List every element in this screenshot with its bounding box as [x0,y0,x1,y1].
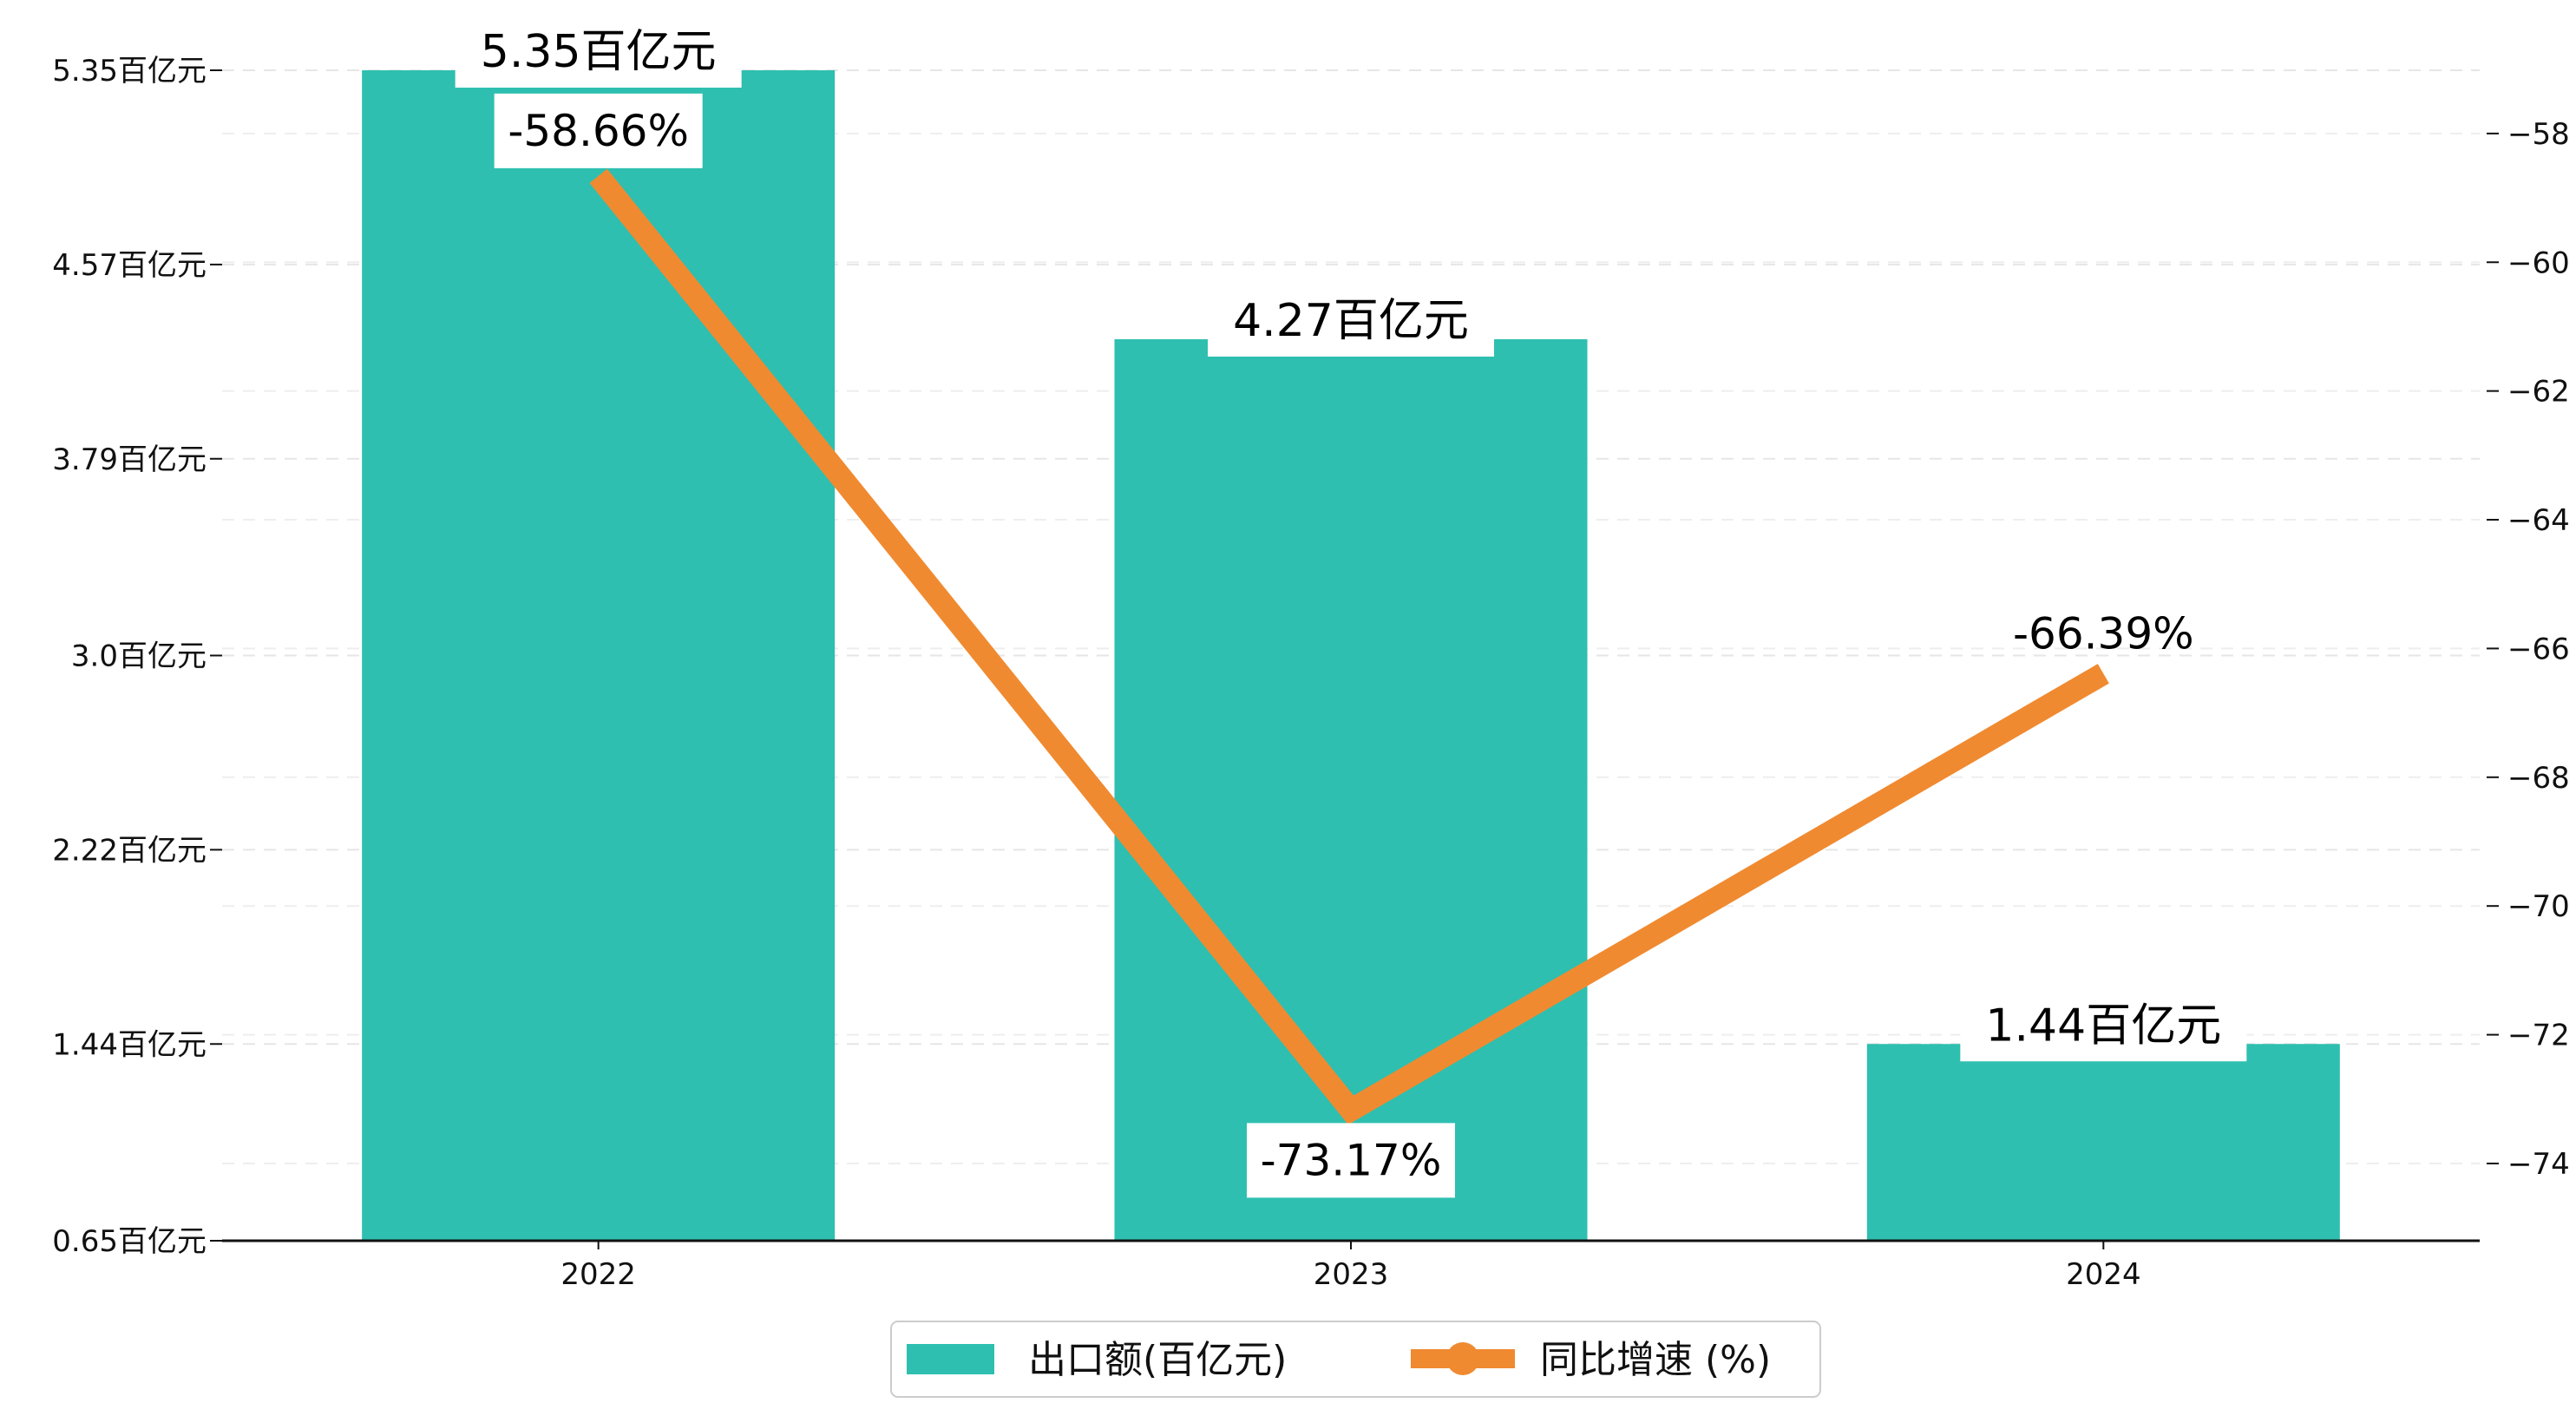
bar-2022 [362,70,836,1241]
legend-label-growth: 同比增速 (%) [1540,1338,1771,1382]
growth-value-label-2023: -73.17% [1261,1135,1442,1185]
growth-value-label-2022: -58.66% [508,106,689,156]
bars [362,70,2340,1242]
y-right-tick-label-6: −62 [2507,375,2570,410]
y-right-tick-label-3: −68 [2507,761,2570,796]
bar-label-box-2024 [1960,995,2247,1062]
legend-box [890,1321,1821,1398]
x-tick-label-2022: 2022 [560,1257,636,1292]
data-labels: 5.35百亿元 4.27百亿元 1.44百亿元 -58.66% -73.17% -66.3… [455,22,2247,1198]
bar-value-label-2022: 5.35百亿元 [481,26,717,78]
x-tick-label-2024: 2024 [2066,1257,2141,1292]
legend-swatch-growth-marker [1446,1342,1479,1375]
bar-2024 [1866,1044,2340,1241]
legend-label-export: 出口额(百亿元) [1028,1338,1287,1382]
y-right-tick-label-4: −66 [2507,632,2570,666]
y-right-tick-label-7: −60 [2507,246,2570,280]
y-left-tick-label-6: 5.35百亿元 [52,54,206,88]
y-left-tick-label-5: 4.57百亿元 [52,248,206,283]
legend-swatch-export [907,1344,994,1374]
y-right-tick-label-0: −74 [2507,1147,2570,1182]
axes: 2022 2023 2024 0.65百亿元 1.44百亿元 2.22百亿元 3.0百亿元 3… [52,54,2569,1292]
y-right-tick-label-1: −72 [2507,1019,2570,1053]
line-label-box-2022 [494,93,703,168]
y-left-tick-label-0: 0.65百亿元 [52,1224,206,1259]
y-left-tick-label-3: 3.0百亿元 [71,639,206,674]
y-right-tick-label-8: −58 [2507,117,2570,152]
y-right-tick-label-5: −64 [2507,503,2570,538]
y-left-tick-label-2: 2.22百亿元 [52,833,206,868]
growth-line [589,168,2109,1125]
bar-label-box-2022 [455,22,742,88]
bar-2023 [1114,338,1588,1242]
legend: 出口额(百亿元) 同比增速 (%) [890,1321,1821,1398]
y-left-tick-label-4: 3.79百亿元 [52,442,206,477]
growth-series-line [589,168,2109,1125]
bar-label-box-2023 [1208,290,1494,357]
bar-value-label-2024: 1.44百亿元 [1985,1000,2221,1052]
x-tick-label-2023: 2023 [1314,1257,1389,1292]
y-right-tick-label-2: −70 [2507,889,2570,924]
y-left-tick-label-1: 1.44百亿元 [52,1027,206,1062]
bar-value-label-2023: 4.27百亿元 [1233,295,1469,347]
line-label-box-2023 [1247,1123,1455,1198]
growth-value-label-2024: -66.39% [2013,608,2194,659]
